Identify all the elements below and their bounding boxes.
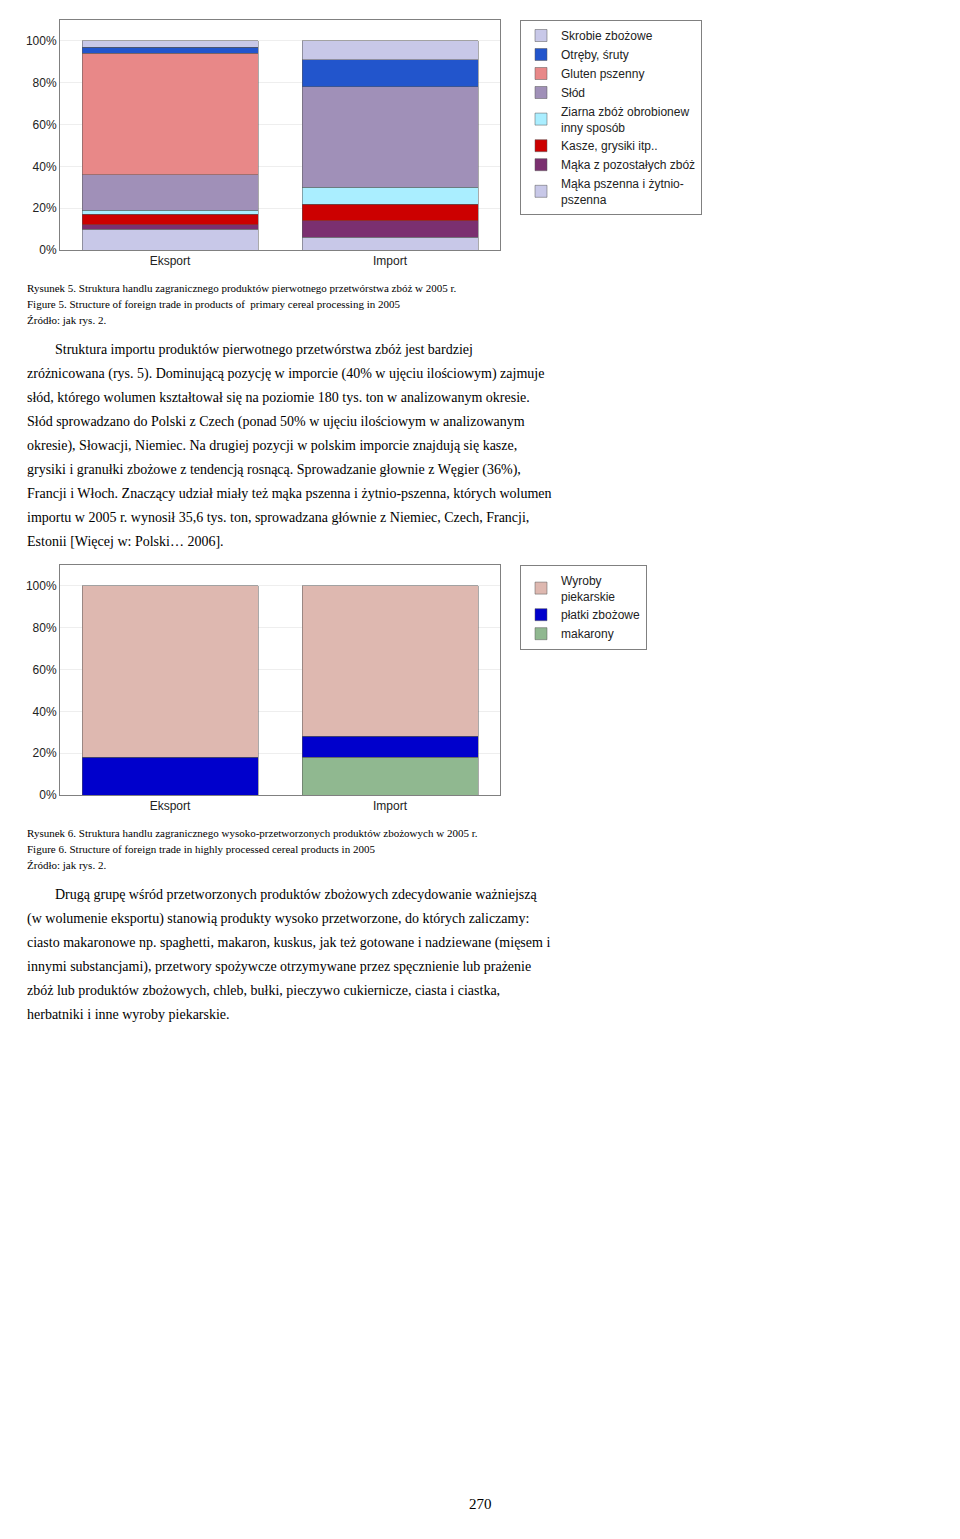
- svg-text:Estonii [Więcej w: Polski… 200: Estonii [Więcej w: Polski… 2006].: [27, 534, 224, 549]
- svg-text:płatki zbożowe: płatki zbożowe: [561, 608, 640, 622]
- svg-text:importu w 2005 r. wynosił 35,6: importu w 2005 r. wynosił 35,6 tys. ton,…: [27, 510, 529, 525]
- svg-text:makarony: makarony: [561, 627, 614, 641]
- svg-text:(w wolumenie eksportu) stanowi: (w wolumenie eksportu) stanowią produkty…: [27, 911, 529, 927]
- svg-text:grysiki i granułki zbożowe z t: grysiki i granułki zbożowe z tendencją r…: [27, 462, 521, 478]
- svg-text:60%: 60%: [33, 663, 57, 677]
- svg-text:40%: 40%: [33, 160, 57, 174]
- svg-text:okresie), Słowacji, Niemiec. N: okresie), Słowacji, Niemiec. Na drugiej …: [27, 438, 517, 454]
- svg-text:Rysunek 6. Struktura handlu za: Rysunek 6. Struktura handlu zagraniczneg…: [27, 827, 478, 839]
- svg-text:Słód: Słód: [561, 86, 585, 100]
- svg-text:40%: 40%: [33, 705, 57, 719]
- svg-text:80%: 80%: [33, 76, 57, 90]
- svg-text:20%: 20%: [33, 746, 57, 760]
- svg-text:Eksport: Eksport: [150, 799, 191, 813]
- svg-text:Kasze, grysiki itp..: Kasze, grysiki itp..: [561, 139, 658, 153]
- svg-text:0%: 0%: [39, 243, 57, 257]
- svg-text:100%: 100%: [26, 34, 57, 48]
- svg-text:80%: 80%: [33, 621, 57, 635]
- svg-text:0%: 0%: [39, 788, 57, 802]
- svg-text:słód, którego wolumen kształto: słód, którego wolumen kształtował się na…: [27, 390, 530, 405]
- svg-text:Skrobie zbożowe: Skrobie zbożowe: [561, 29, 653, 43]
- svg-text:Źródło: jak rys. 2.: Źródło: jak rys. 2.: [27, 859, 106, 871]
- svg-text:20%: 20%: [33, 201, 57, 215]
- svg-text:zróżnicowana (rys. 5). Dominuj: zróżnicowana (rys. 5). Dominującą pozycj…: [27, 366, 544, 382]
- svg-text:Słód sprowadzano do Polski z C: Słód sprowadzano do Polski z Czech (pona…: [27, 414, 525, 430]
- svg-text:Gluten pszenny: Gluten pszenny: [561, 67, 644, 81]
- svg-text:60%: 60%: [33, 118, 57, 132]
- svg-text:Import: Import: [373, 254, 408, 268]
- svg-text:Otręby, śruty: Otręby, śruty: [561, 48, 629, 62]
- svg-text:Francji i Włoch. Znaczący udzi: Francji i Włoch. Znaczący udział miały t…: [27, 486, 552, 501]
- svg-text:Drugą grupę wśród przetworzony: Drugą grupę wśród przetworzonych produkt…: [27, 887, 537, 902]
- svg-text:100%: 100%: [26, 579, 57, 593]
- svg-text:Mąka pszenna i żytnio-pszenna: Mąka pszenna i żytnio-pszenna: [561, 177, 684, 207]
- svg-text:Wyrobypiekarskie: Wyrobypiekarskie: [561, 574, 615, 604]
- svg-text:Figure 6. Structure of foreign: Figure 6. Structure of foreign trade in …: [27, 843, 375, 855]
- svg-text:Figure 5. Structure of foreign: Figure 5. Structure of foreign trade in …: [27, 298, 400, 310]
- svg-text:innymi substancjami), przetwor: innymi substancjami), przetwory spożywcz…: [27, 959, 531, 975]
- svg-text:ciasto makaronowe np. spaghett: ciasto makaronowe np. spaghetti, makaron…: [27, 935, 550, 951]
- svg-text:270: 270: [469, 1496, 492, 1512]
- svg-text:Eksport: Eksport: [150, 254, 191, 268]
- svg-text:zbóż lub produktów zbożowych,: zbóż lub produktów zbożowych, chleb, buł…: [27, 983, 500, 998]
- svg-text:herbatniki i inne wyroby pieka: herbatniki i inne wyroby piekarskie.: [27, 1007, 230, 1022]
- svg-text:Źródło: jak rys. 2.: Źródło: jak rys. 2.: [27, 314, 106, 326]
- svg-text:Ziarna zbóż obrobionewinny spo: Ziarna zbóż obrobionewinny sposób: [561, 105, 689, 135]
- svg-text:Import: Import: [373, 799, 408, 813]
- svg-text:Struktura importu produktów pi: Struktura importu produktów pierwotnego …: [27, 342, 473, 357]
- svg-text:Rysunek 5. Struktura handlu za: Rysunek 5. Struktura handlu zagraniczneg…: [27, 282, 457, 294]
- svg-text:Mąka z pozostałych zbóż: Mąka z pozostałych zbóż: [561, 158, 695, 172]
